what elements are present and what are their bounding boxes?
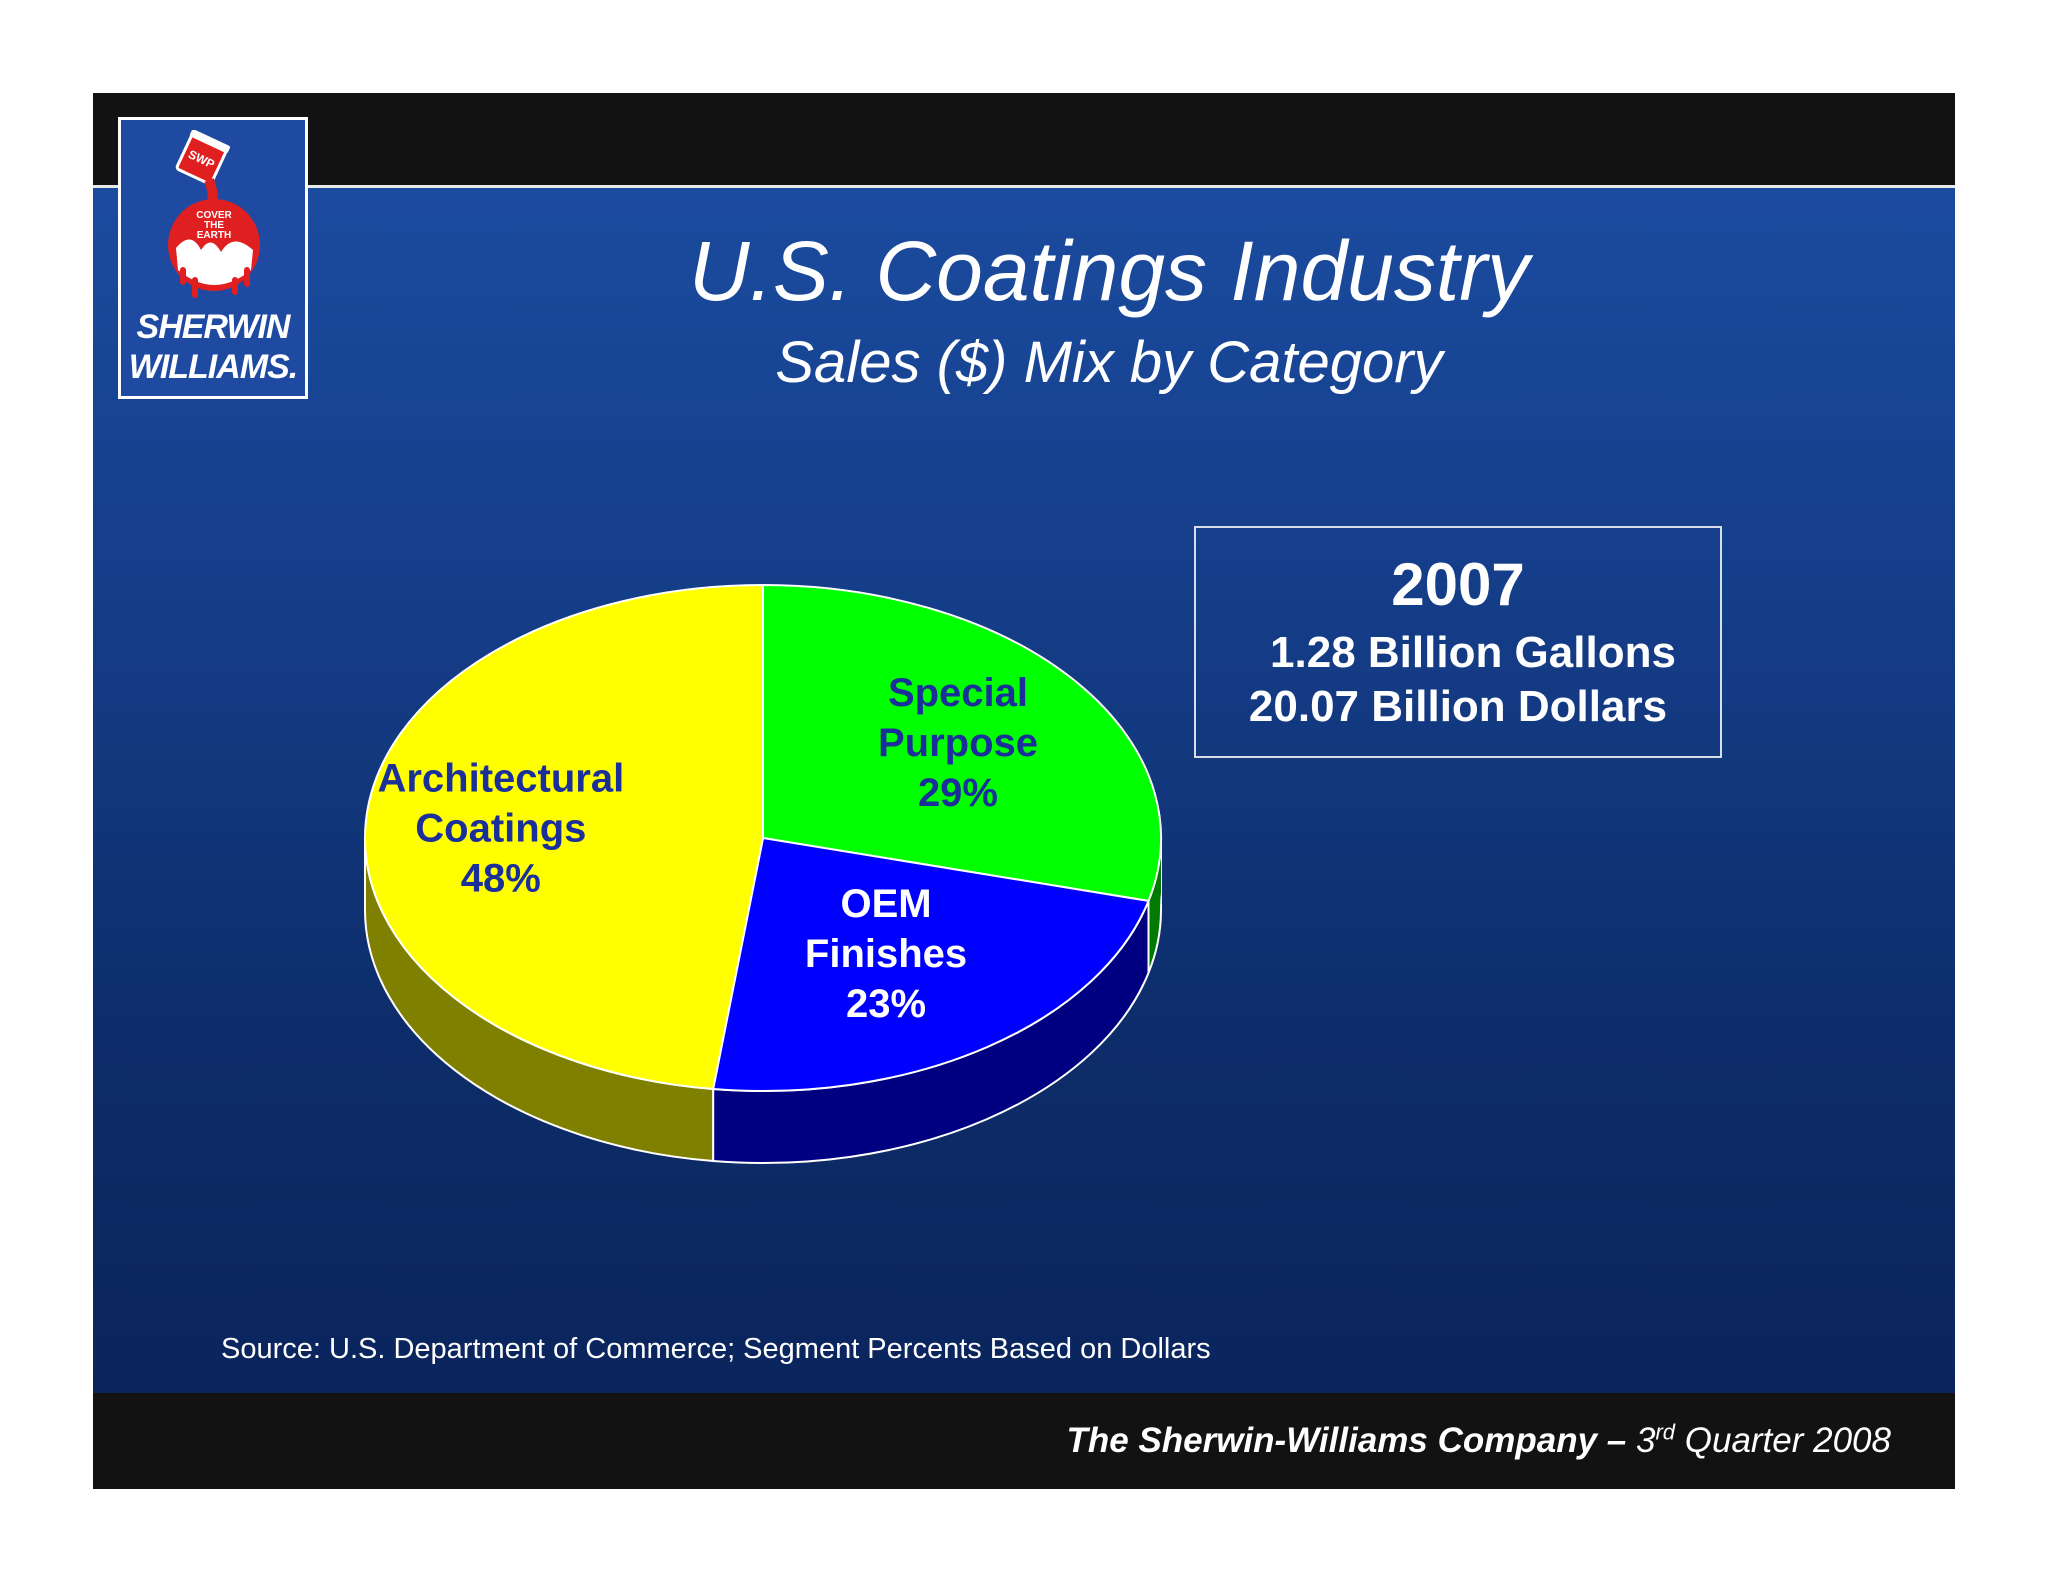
slide-title: U.S. Coatings Industry bbox=[688, 224, 1530, 318]
pie-slice-label: 29% bbox=[918, 771, 998, 815]
logo-text-line2: WILLIAMS. bbox=[128, 348, 299, 386]
paint-can-globe-icon: SWP COVER THE EARTH bbox=[168, 130, 260, 298]
pie-slice-label: 48% bbox=[461, 857, 541, 901]
logo-badge-text: COVER bbox=[196, 210, 232, 221]
pie-chart: Special Purpose 29% OEM Finishes 23% Architect… bbox=[364, 583, 1163, 1165]
slide: SWP COVER THE EARTH SHERWIN WILLIAMS. U.… bbox=[93, 93, 1955, 1489]
info-dollars: 20.07 Billion Dollars bbox=[1248, 682, 1668, 731]
pie-top-faces bbox=[364, 583, 1163, 1092]
footer-bar bbox=[93, 1393, 1955, 1489]
logo-text-line1: SHERWIN bbox=[136, 308, 291, 346]
pie-slice-special-purpose bbox=[762, 583, 1163, 903]
slide-subtitle: Sales ($) Mix by Category bbox=[775, 330, 1443, 395]
pie-slice-label: Coatings bbox=[415, 807, 586, 851]
logo-badge-text: THE bbox=[204, 220, 224, 231]
info-box: 2007 1.28 Billion Gallons 20.07 Billion … bbox=[1194, 526, 1722, 758]
footer-company: The Sherwin-Williams Company – bbox=[1066, 1421, 1627, 1460]
pie-labels: Special Purpose 29% OEM Finishes 23% Architect… bbox=[377, 671, 1038, 1026]
pie-slice-architectural-coatings bbox=[364, 583, 764, 1091]
pie-slice-label: Architectural bbox=[377, 757, 624, 801]
footer-text: The Sherwin-Williams Company – 3rd Quart… bbox=[1066, 1421, 1891, 1461]
footer-quarter-rest: Quarter 2008 bbox=[1684, 1421, 1891, 1460]
pie-slice-label: Purpose bbox=[878, 721, 1038, 765]
pie-slice-label: Special bbox=[888, 671, 1028, 715]
sherwin-williams-logo: SWP COVER THE EARTH SHERWIN WILLIAMS. bbox=[118, 117, 308, 399]
footer-quarter-suffix: rd bbox=[1655, 1419, 1676, 1445]
pie-slice-label: OEM bbox=[840, 882, 931, 926]
pie-slice-label: 23% bbox=[846, 982, 926, 1026]
footer-quarter-num: 3 bbox=[1635, 1421, 1656, 1460]
logo-badge-text: EARTH bbox=[197, 230, 231, 241]
source-note: Source: U.S. Department of Commerce; Seg… bbox=[221, 1333, 1211, 1365]
pie-slice-label: Finishes bbox=[805, 932, 967, 976]
info-gallons: 1.28 Billion Gallons bbox=[1270, 628, 1676, 677]
pie-slice-oem-finishes bbox=[711, 836, 1150, 1092]
info-year: 2007 bbox=[1391, 551, 1525, 618]
